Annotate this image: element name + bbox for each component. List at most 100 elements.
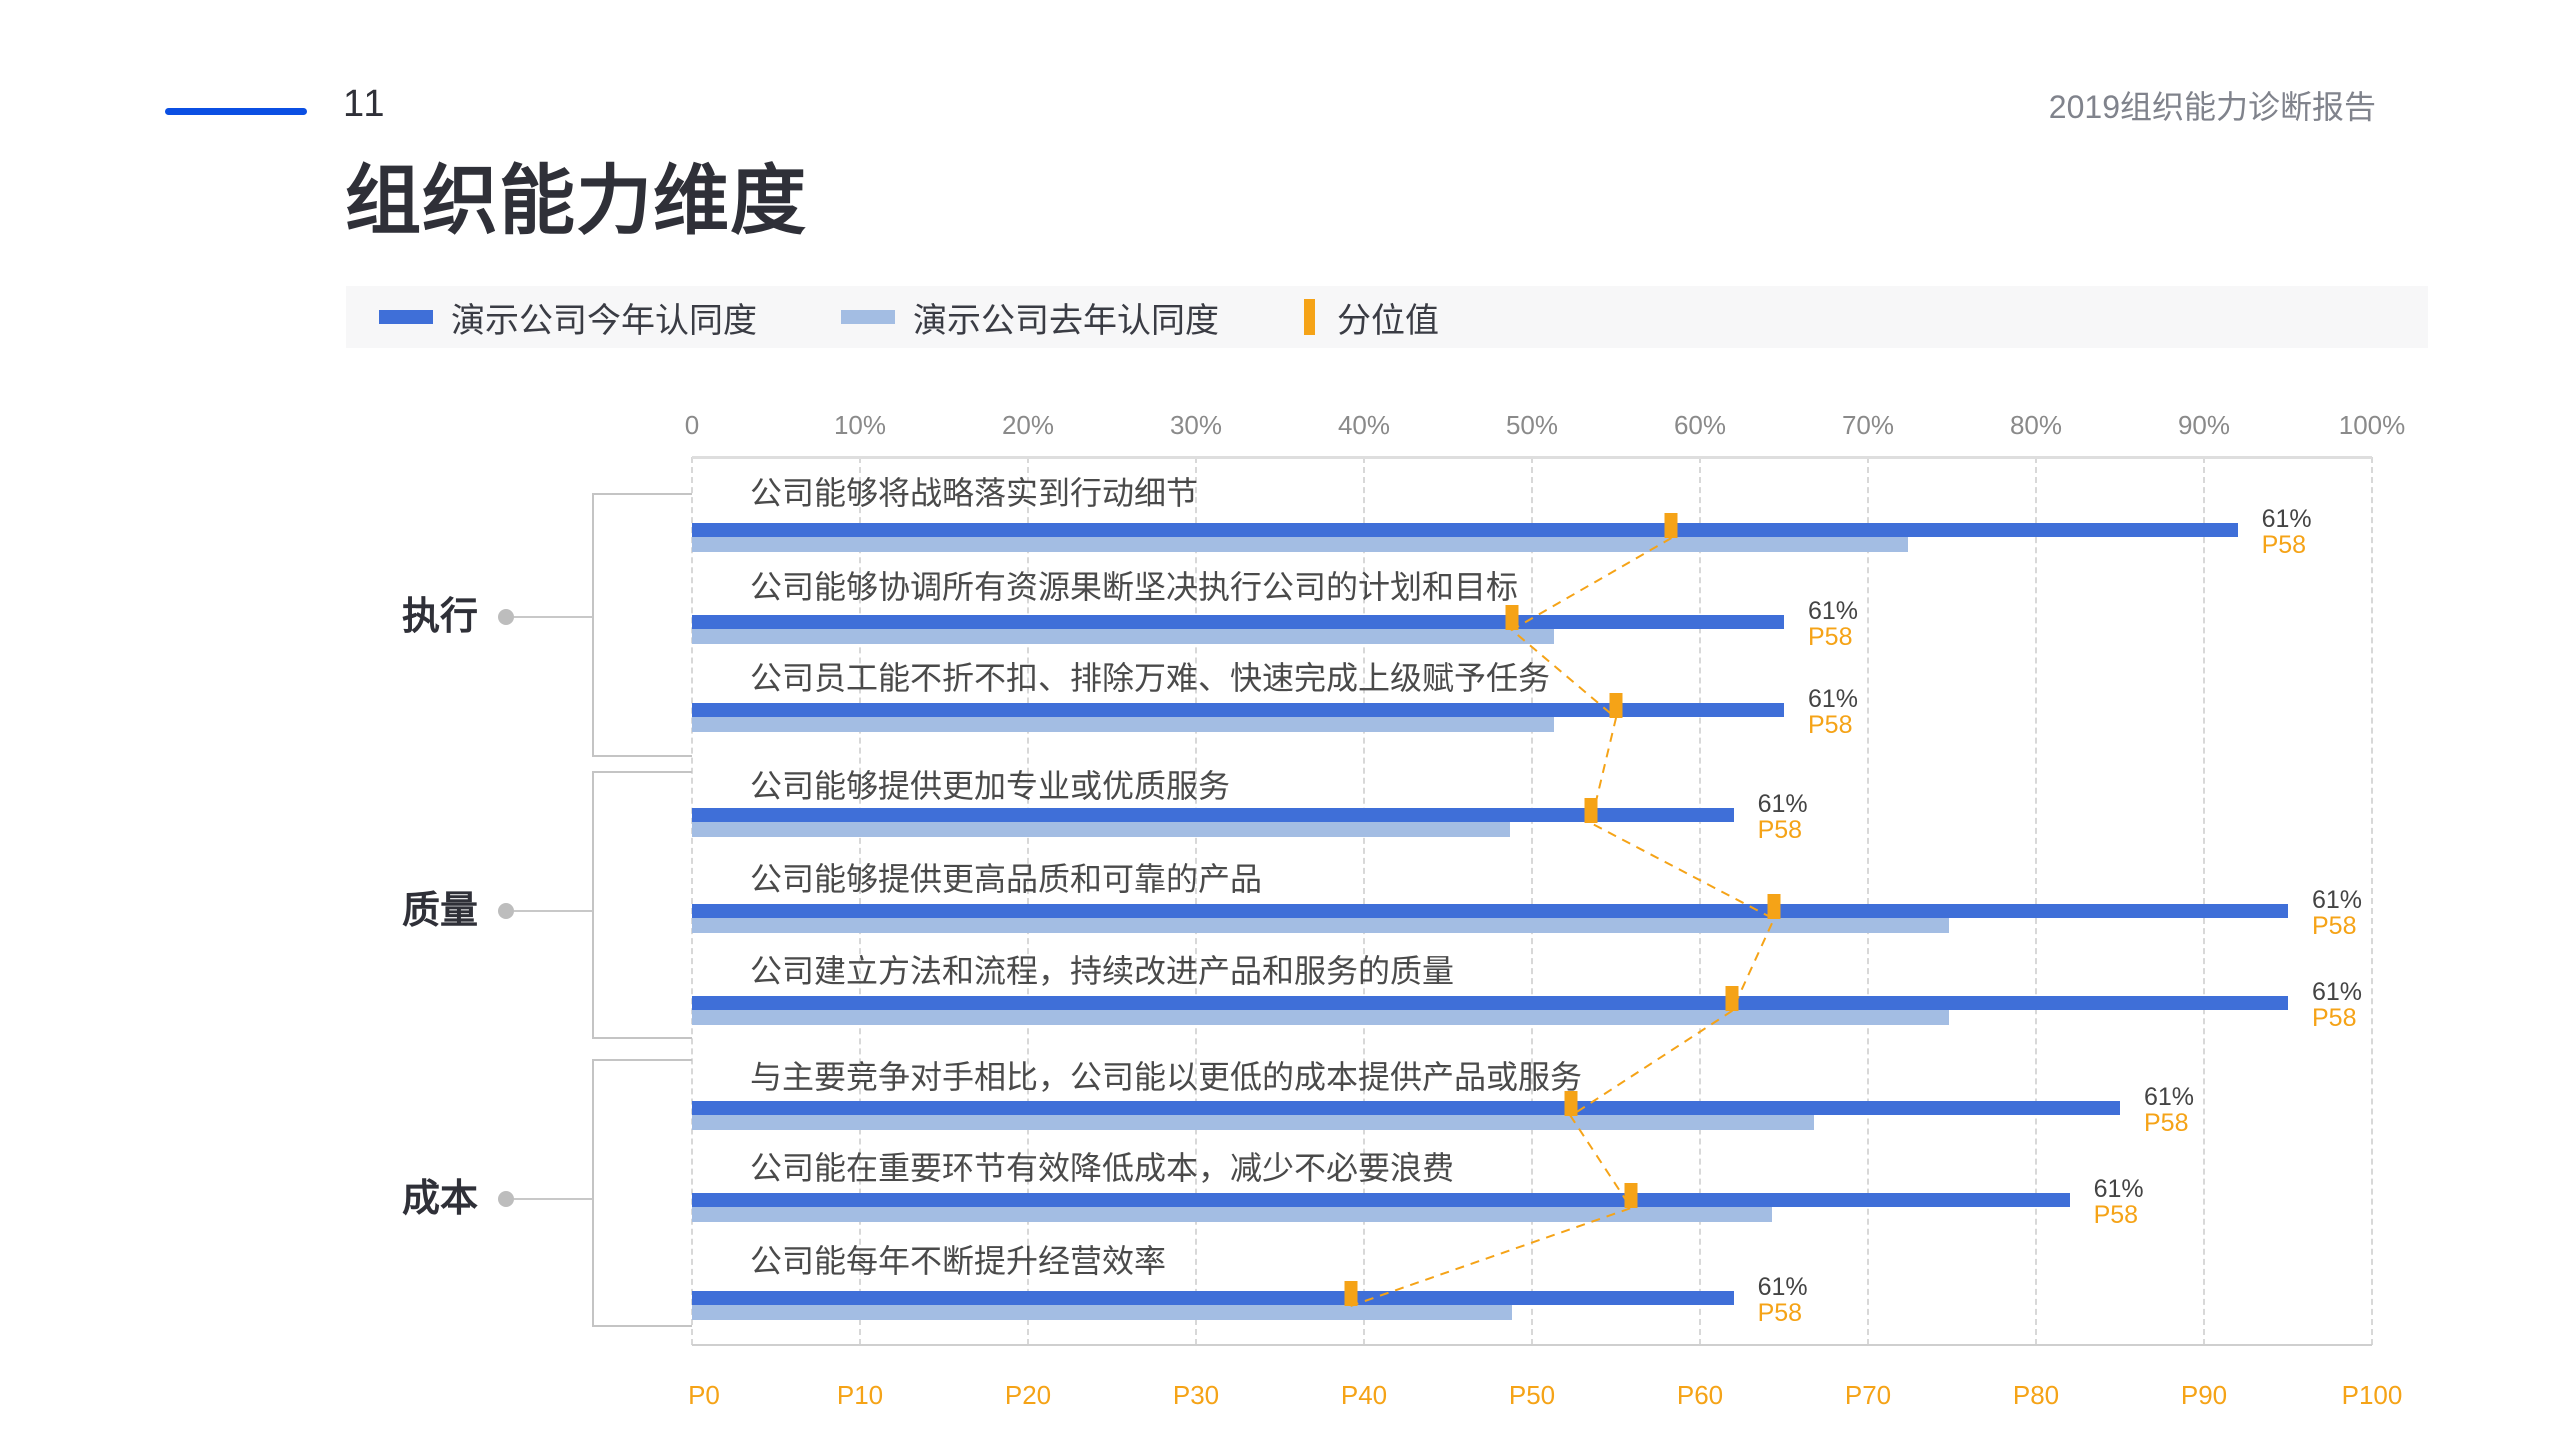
bar-this-year	[692, 996, 2288, 1010]
data-label-value: 61%	[1808, 597, 1859, 625]
top-axis-tick-label: 80%	[2009, 410, 2063, 440]
bar-this-year	[692, 523, 2238, 537]
bottom-axis-tick-label: P50	[1508, 1380, 1556, 1410]
top-axis-tick-label: 10%	[833, 410, 887, 440]
top-axis-tick-label: 50%	[1505, 410, 1559, 440]
group-connector-line	[514, 1198, 592, 1200]
bar-last-year	[692, 537, 1909, 552]
bottom-axis-tick-label: P40	[1340, 1380, 1388, 1410]
bar-last-year	[692, 1115, 1815, 1130]
bar-last-year	[692, 822, 1511, 837]
top-axis-tick-label: 100%	[2338, 410, 2406, 440]
legend-label: 演示公司去年认同度	[913, 301, 1219, 340]
group-dot-icon	[498, 609, 514, 625]
legend-marker-percentile-icon	[1304, 299, 1315, 335]
row-label: 公司能够协调所有资源果断坚决执行公司的计划和目标	[750, 569, 1519, 605]
data-label-percentile: P58	[2093, 1201, 2139, 1229]
data-label-percentile: P58	[1808, 623, 1853, 651]
row-label: 公司建立方法和流程，持续改进产品和服务的质量	[750, 953, 1455, 989]
data-label-value: 61%	[2312, 978, 2363, 1006]
top-axis-tick-label: 20%	[1001, 410, 1055, 440]
bottom-axis-tick-label: P60	[1676, 1380, 1724, 1410]
legend-label: 分位值	[1337, 301, 1439, 340]
bottom-axis-tick-label: P90	[2180, 1380, 2228, 1410]
grid-line	[859, 457, 861, 1345]
legend-swatch-this-year-icon	[379, 310, 433, 324]
row-label: 公司能每年不断提升经营效率	[750, 1243, 1167, 1279]
group-label-quality: 质量	[402, 890, 479, 932]
bar-last-year	[692, 1207, 1773, 1222]
top-axis-tick-label: 30%	[1169, 410, 1223, 440]
group-dot-icon	[498, 1191, 514, 1207]
top-axis-tick-label: 60%	[1673, 410, 1727, 440]
grid-line	[1027, 457, 1029, 1345]
top-axis-tick-label: 40%	[1337, 410, 1391, 440]
group-label-execution: 执行	[402, 596, 479, 638]
data-label-value: 61%	[2312, 886, 2363, 914]
bar-last-year	[692, 918, 1949, 933]
report-title: 2019组织能力诊断报告	[2048, 89, 2376, 125]
percentile-marker	[1564, 1091, 1578, 1116]
data-label-percentile: P58	[2144, 1109, 2189, 1137]
data-label-percentile: P58	[2312, 912, 2357, 940]
group-bracket-quality	[592, 771, 692, 1039]
data-label-percentile: P58	[1757, 1299, 1803, 1327]
bar-last-year	[692, 717, 1554, 732]
bar-this-year	[692, 1193, 2070, 1207]
data-label-value: 61%	[1757, 1273, 1808, 1301]
group-connector-line	[514, 616, 592, 618]
percentile-marker	[1584, 798, 1598, 823]
data-label-percentile: P58	[2261, 531, 2307, 559]
group-bracket-cost	[592, 1059, 692, 1327]
row-label: 公司能在重要环节有效降低成本，减少不必要浪费	[750, 1150, 1455, 1186]
top-axis-tick-label: 70%	[1841, 410, 1895, 440]
grid-line	[2371, 457, 2373, 1345]
data-label-percentile: P58	[2312, 1004, 2357, 1032]
percentile-marker	[1725, 986, 1739, 1011]
row-label: 与主要竞争对手相比，公司能以更低的成本提供产品或服务	[750, 1059, 1583, 1095]
percentile-marker	[1505, 605, 1519, 630]
percentile-marker	[1624, 1183, 1638, 1208]
page-number: 11	[343, 83, 387, 125]
grid-line	[2203, 457, 2205, 1345]
page-title: 组织能力维度	[345, 159, 807, 244]
data-label-percentile: P58	[1757, 816, 1803, 844]
legend-swatch-last-year-icon	[841, 310, 895, 324]
top-axis-tick-label: 90%	[2177, 410, 2231, 440]
row-label: 公司能够将战略落实到行动细节	[750, 475, 1199, 511]
bar-this-year	[692, 1291, 1734, 1305]
data-label-value: 61%	[2261, 505, 2312, 533]
group-bracket-execution	[592, 493, 692, 757]
grid-line	[691, 457, 693, 1345]
group-label-cost: 成本	[402, 1178, 479, 1220]
bottom-axis-tick-label: P10	[836, 1380, 884, 1410]
data-label-value: 61%	[1808, 685, 1859, 713]
bottom-axis-line	[692, 1344, 2372, 1346]
grid-line	[2035, 457, 2037, 1345]
bar-last-year	[692, 629, 1554, 644]
bar-this-year	[692, 1101, 2120, 1115]
bottom-axis-tick-label: P100	[2341, 1380, 2403, 1410]
row-label: 公司能够提供更加专业或优质服务	[750, 768, 1231, 804]
accent-line	[165, 108, 307, 115]
percentile-marker	[1664, 513, 1678, 538]
bar-this-year	[692, 808, 1734, 822]
bottom-axis-tick-label: P70	[1844, 1380, 1892, 1410]
chart-legend: 演示公司今年认同度 演示公司去年认同度 分位值	[346, 286, 2428, 348]
legend-label: 演示公司今年认同度	[451, 301, 757, 340]
percentile-marker	[1767, 894, 1781, 919]
legend-item-this-year: 演示公司今年认同度	[379, 286, 757, 348]
group-dot-icon	[498, 903, 514, 919]
data-label-value: 61%	[2093, 1175, 2144, 1203]
grid-line	[1867, 457, 1869, 1345]
grid-line	[1195, 457, 1197, 1345]
bottom-axis-tick-label: P30	[1172, 1380, 1220, 1410]
percentile-marker	[1344, 1281, 1358, 1306]
top-axis-tick-label: 0	[684, 410, 700, 440]
data-label-value: 61%	[1757, 790, 1808, 818]
bar-last-year	[692, 1010, 1949, 1025]
data-label-value: 61%	[2144, 1083, 2195, 1111]
bottom-axis-tick-label: P20	[1004, 1380, 1052, 1410]
group-connector-line	[514, 910, 592, 912]
percentile-marker	[1609, 693, 1623, 718]
